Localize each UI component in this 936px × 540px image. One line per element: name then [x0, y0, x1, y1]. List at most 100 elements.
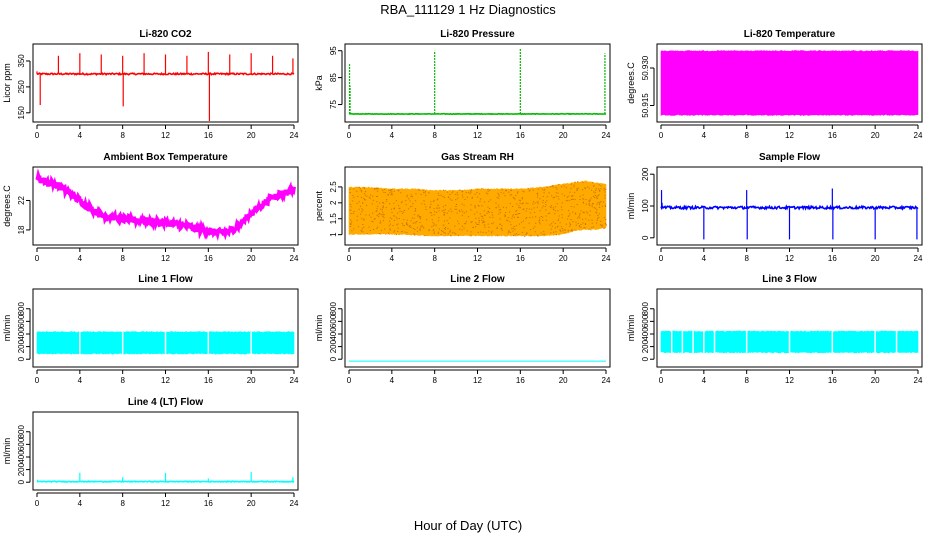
- plot-area: [348, 48, 607, 116]
- x-tick-label: 16: [516, 254, 525, 263]
- x-tick-label: 8: [744, 254, 749, 263]
- series-line: [349, 112, 607, 116]
- x-tick-label: 12: [785, 131, 794, 140]
- y-tick-label: 400: [329, 327, 338, 341]
- y-tick-label: 0: [17, 356, 26, 361]
- y-tick-label: 400: [641, 327, 650, 341]
- y-tick-label: 400: [17, 450, 26, 464]
- chart-panel-5: Gas Stream RH percent 0 4 8 12 16 20 24 1 1.5 2 2.5: [314, 152, 611, 263]
- x-tick-label: 24: [602, 131, 611, 140]
- y-tick-label: 75: [329, 100, 338, 109]
- y-tick-label: 100: [641, 199, 650, 213]
- x-tick-label: 4: [702, 254, 707, 263]
- chart-panel-9: Line 3 Flow ml/min 0 4 8 12 16 20 24 0 20040060080…: [626, 274, 923, 385]
- chart-panel-4: Ambient Box Temperature degrees.C 0 4 8 12 16 2…: [2, 152, 299, 263]
- y-axis-label: Licor ppm: [2, 63, 12, 103]
- x-tick-label: 20: [559, 131, 568, 140]
- x-tick-label: 12: [161, 499, 170, 508]
- y-axis-label: degrees.C: [2, 185, 12, 227]
- y-axis-label: ml/min: [626, 193, 636, 220]
- series-band: [660, 50, 919, 117]
- x-tick-label: 16: [204, 499, 213, 508]
- y-tick-label: 600: [329, 314, 338, 328]
- y-axis-label: percent: [314, 190, 324, 221]
- x-tick-label: 24: [290, 254, 299, 263]
- plot-area: [36, 51, 295, 121]
- x-tick-label: 4: [78, 254, 83, 263]
- x-tick-label: 16: [828, 254, 837, 263]
- x-tick-label: 4: [78, 376, 83, 385]
- x-tick-label: 16: [204, 376, 213, 385]
- chart-panel-8: Line 2 Flow ml/min 0 4 8 12 16 20 24 0 20040060080…: [314, 274, 611, 385]
- y-tick-label: 1.5: [329, 213, 338, 225]
- plot-frame: [344, 288, 611, 368]
- y-tick-label: 200: [641, 339, 650, 353]
- y-axis-label: ml/min: [626, 315, 636, 342]
- x-tick-label: 8: [744, 376, 749, 385]
- x-tick-label: 12: [785, 254, 794, 263]
- x-tick-label: 0: [35, 254, 40, 263]
- x-tick-label: 24: [290, 499, 299, 508]
- y-tick-label: 85: [329, 73, 338, 82]
- x-tick-label: 8: [432, 254, 437, 263]
- y-tick-label: 2.5: [329, 181, 338, 193]
- y-tick-label: 400: [17, 327, 26, 341]
- x-tick-label: 12: [161, 254, 170, 263]
- x-tick-label: 24: [914, 376, 923, 385]
- x-tick-label: 20: [871, 376, 880, 385]
- chart-title: Li-820 Temperature: [744, 29, 836, 40]
- y-tick-label: 800: [329, 302, 338, 316]
- y-tick-label: 50.915: [641, 93, 650, 118]
- x-tick-label: 0: [659, 254, 664, 263]
- y-tick-label: 95: [329, 46, 338, 55]
- x-axis-caption: Hour of Day (UTC): [413, 518, 523, 533]
- chart-panel-2: Li-820 Pressure kPa 0 4 8 12 16 20 24 75 85 95: [314, 29, 611, 140]
- x-tick-label: 8: [120, 254, 125, 263]
- x-tick-label: 8: [120, 131, 125, 140]
- x-tick-label: 8: [120, 376, 125, 385]
- x-tick-label: 0: [659, 376, 664, 385]
- chart-title: Line 3 Flow: [762, 274, 817, 285]
- plot-area: [348, 180, 608, 237]
- y-tick-label: 600: [641, 314, 650, 328]
- x-tick-label: 8: [432, 131, 437, 140]
- x-tick-label: 24: [914, 131, 923, 140]
- plot-frame: [32, 288, 299, 368]
- x-tick-label: 20: [559, 376, 568, 385]
- plot-frame: [656, 43, 923, 123]
- plot-frame: [344, 43, 611, 123]
- x-tick-label: 16: [828, 131, 837, 140]
- y-tick-label: 0: [329, 356, 338, 361]
- x-tick-label: 12: [161, 376, 170, 385]
- chart-title: Sample Flow: [759, 152, 820, 163]
- x-tick-label: 4: [390, 131, 395, 140]
- chart-title: Ambient Box Temperature: [103, 152, 228, 163]
- plot-frame: [32, 411, 299, 491]
- x-tick-label: 0: [347, 131, 352, 140]
- y-axis-label: kPa: [314, 75, 324, 91]
- y-tick-label: 200: [329, 339, 338, 353]
- x-tick-label: 20: [871, 254, 880, 263]
- chart-title: Line 4 (LT) Flow: [128, 397, 204, 408]
- x-tick-label: 0: [35, 376, 40, 385]
- chart-title: Line 1 Flow: [138, 274, 193, 285]
- y-tick-label: 800: [641, 302, 650, 316]
- x-tick-label: 20: [559, 254, 568, 263]
- x-tick-label: 20: [247, 254, 256, 263]
- chart-title: Gas Stream RH: [441, 152, 514, 163]
- chart-panel-7: Line 1 Flow ml/min 0 4 8 12 16 20 24 0 20040060080…: [2, 274, 299, 385]
- y-tick-label: 200: [17, 462, 26, 476]
- chart-panel-1: Li-820 CO2 Licor ppm 0 4 8 12 16 20 24 150 250 350: [2, 29, 299, 140]
- x-tick-label: 16: [204, 254, 213, 263]
- y-tick-label: 600: [17, 314, 26, 328]
- x-tick-label: 0: [35, 499, 40, 508]
- plot-area: [660, 188, 919, 240]
- y-tick-label: 0: [641, 356, 650, 361]
- plot-frame: [656, 166, 923, 246]
- y-tick-label: 50.930: [641, 55, 650, 80]
- x-tick-label: 8: [744, 131, 749, 140]
- chart-panel-10: Line 4 (LT) Flow ml/min 0 4 8 12 16 20 24 0 200400…: [2, 397, 299, 508]
- x-tick-label: 20: [871, 131, 880, 140]
- y-tick-label: 800: [17, 302, 26, 316]
- y-tick-label: 18: [17, 225, 26, 234]
